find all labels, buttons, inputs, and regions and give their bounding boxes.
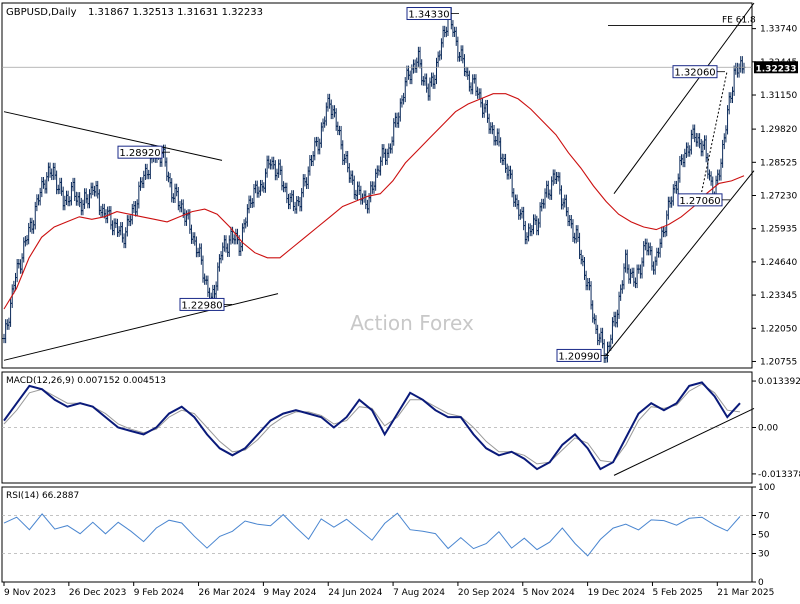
y-tick-label: 1.24640 [760,258,797,268]
channel-upper-line [613,2,755,194]
price-label-1.27060: 1.27060 [677,193,730,207]
price-label-text: 1.20990 [558,351,599,362]
x-tick-label: 26 Dec 2023 [69,588,127,598]
x-tick-label: 7 Aug 2024 [393,588,445,598]
price-label-1.28920: 1.28920 [117,145,170,159]
x-tick-label: 9 May 2024 [263,588,316,598]
price-label-1.20990: 1.20990 [556,348,609,362]
projection-dashed-line [699,71,728,200]
x-tick-label: 9 Feb 2024 [134,588,185,598]
macd-y-tick-label: 0.00 [758,424,778,434]
y-tick-label: 1.29820 [760,125,797,135]
x-tick-label: 9 Nov 2023 [4,588,56,598]
rsi-y-tick-label: 100 [758,483,775,493]
chart-ohlc: 1.31867 1.32513 1.31631 1.32233 [88,7,263,18]
macd-trendline [613,407,755,476]
chart-title: GBPUSD,Daily [6,7,77,18]
x-tick-label: 5 Feb 2025 [652,588,702,598]
macd-line [3,381,741,471]
watermark: Action Forex [350,311,474,335]
macd-title: MACD(12,26,9) 0.007152 0.004513 [6,376,166,386]
x-tick-label: 26 Mar 2024 [199,588,256,598]
trendline-lower-triangle [3,293,279,361]
price-label-1.34330: 1.34330 [406,7,459,21]
y-tick-label: 1.33740 [760,25,797,35]
y-tick-label: 1.25935 [760,225,797,235]
y-tick-label: 1.20755 [760,357,797,367]
y-tick-label: 1.22050 [760,324,797,334]
x-tick-label: 5 Nov 2024 [523,588,575,598]
rsi-title: RSI(14) 66.2887 [6,491,79,501]
x-tick-label: 19 Dec 2024 [588,588,646,598]
trendline-upper-triangle [3,111,223,161]
y-tick-label: 1.23345 [760,291,797,301]
y-tick-label: 1.27230 [760,191,797,201]
price-label-text: 1.34330 [408,10,449,21]
price-label-text: 1.22980 [181,300,222,311]
price-label-text: 1.28920 [119,148,160,159]
price-label-1.22980: 1.22980 [179,297,232,311]
price-label-1.32060: 1.32060 [672,65,725,79]
fe-level-label: FE 61.8 [722,16,756,26]
pane-frame-main [1,2,753,369]
pane-frame-rsi [1,486,753,583]
rsi-y-tick-label: 0 [758,578,764,588]
y-tick-label: 1.31150 [760,91,797,101]
rsi-y-tick-label: 30 [758,550,770,560]
price-label-text: 1.32060 [674,68,715,79]
x-tick-label: 20 Sep 2024 [458,588,515,598]
macd-signal-line [3,383,741,465]
rsi-line [3,512,741,557]
macd-y-tick-label: 0.013392 [758,377,800,387]
rsi-y-tick-label: 70 [758,512,770,522]
price-label-text: 1.27060 [679,196,720,207]
moving-average-line [3,93,745,310]
x-tick-label: 21 Mar 2025 [717,588,774,598]
current-price-label: 1.32233 [756,64,797,74]
y-tick-label: 1.28525 [760,158,797,168]
macd-y-tick-label: -0.013378 [758,470,800,480]
rsi-y-tick-label: 50 [758,531,770,541]
channel-lower-line [605,170,755,356]
x-tick-label: 24 Jun 2024 [328,588,382,598]
current-price-box [754,61,798,74]
